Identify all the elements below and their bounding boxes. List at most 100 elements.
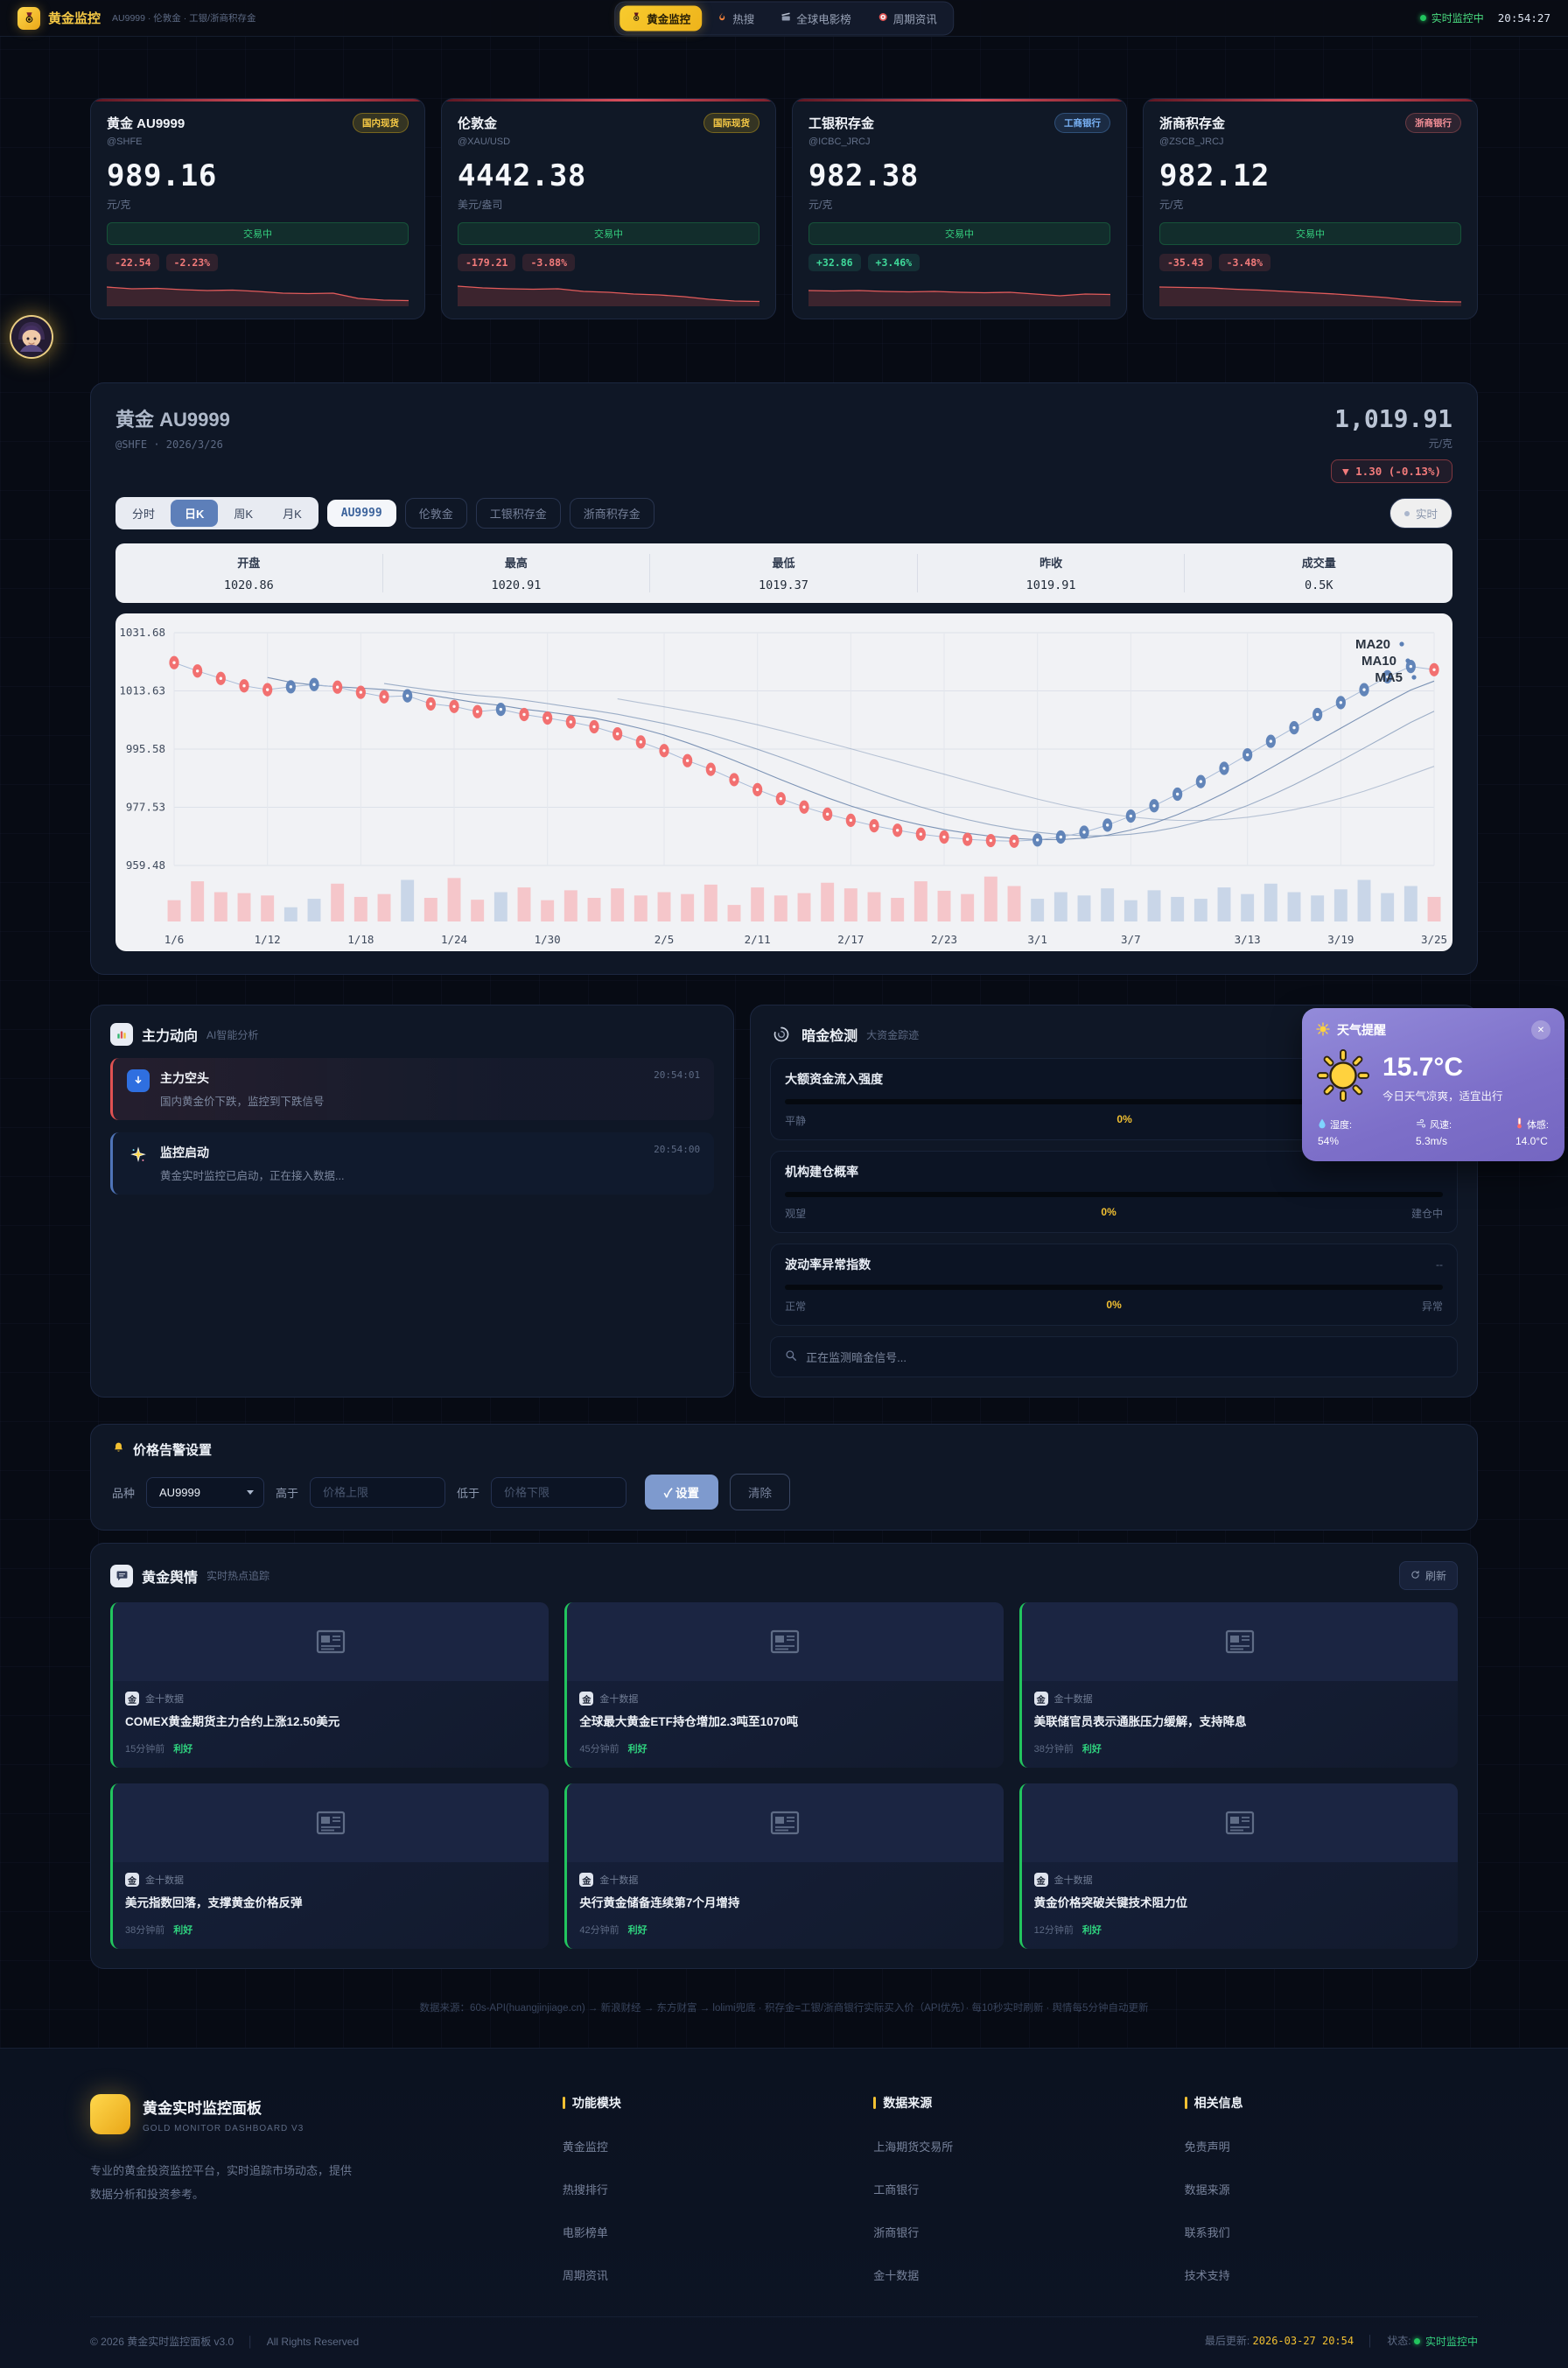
footer-brand-en: GOLD MONITOR DASHBOARD V3 <box>143 2123 304 2133</box>
news-card[interactable]: 金金十数据 美元指数回落，支撑黄金价格反弹 38分钟前 利好 <box>110 1783 550 1949</box>
meter-left-label: 观望 <box>785 1208 807 1220</box>
nav-tab-hot-search[interactable]: 热搜 <box>705 5 766 31</box>
wind-value: 5.3m/s <box>1415 1135 1447 1147</box>
meter-volatility-index: 波动率异常指数 -- 正常 0% 异常 <box>770 1244 1458 1326</box>
news-card[interactable]: 金金十数据 全球最大黄金ETF持仓增加2.3吨至1070吨 45分钟前 利好 <box>564 1602 1004 1768</box>
news-card[interactable]: 金金十数据 央行黄金储备连续第7个月增持 42分钟前 利好 <box>564 1783 1004 1949</box>
source-icon: 金 <box>1033 1873 1048 1887</box>
footer-logo-icon <box>90 2094 130 2134</box>
price-card-au9999[interactable]: 黄金 AU9999 国内现货 @SHFE 989.16 元/克 交易中 -22.… <box>90 98 425 319</box>
sentiment-tag: 利好 <box>173 1925 193 1936</box>
green-dot-icon <box>1419 15 1426 21</box>
news-headline: COMEX黄金期货主力合约上涨12.50美元 <box>125 1715 340 1728</box>
bell-icon <box>112 1441 125 1459</box>
period-tab-minute[interactable]: 分时 <box>118 500 169 527</box>
top-navbar: 黄金监控 AU9999 · 伦敦金 · 工银/浙商积存金 黄金监控 热搜 全球电… <box>0 0 1568 37</box>
stat-value: 1019.37 <box>759 578 808 592</box>
period-tab-daily[interactable]: 日K <box>171 500 219 527</box>
clear-alert-button[interactable]: 清除 <box>730 1474 791 1510</box>
avatar[interactable] <box>10 315 53 359</box>
flame-icon <box>717 11 727 25</box>
card-unit: 元/克 <box>1159 199 1184 211</box>
footer-link[interactable]: 浙商银行 <box>873 2226 920 2239</box>
market-badge: 浙商银行 <box>1405 113 1461 133</box>
live-toggle[interactable]: 实时 <box>1389 498 1452 529</box>
weather-desc: 今日天气凉爽，适宜出行 <box>1382 1089 1503 1103</box>
meter-left-label: 平静 <box>785 1115 807 1127</box>
footer-brand-name: 黄金实时监控面板 <box>143 2099 262 2117</box>
candlestick-chart[interactable]: 959.48 977.53 995.58 1013.63 1031.68 1/6 1/12 1… <box>116 613 1452 951</box>
price-card-icbc-gold[interactable]: 工银积存金 工商银行 @ICBC_JRCJ 982.38 元/克 交易中 +32… <box>792 98 1127 319</box>
sun-icon <box>1316 1021 1330 1039</box>
close-icon[interactable]: ✕ <box>1531 1020 1550 1040</box>
svg-text:3/25: 3/25 <box>1421 933 1447 946</box>
svg-text:1/30: 1/30 <box>535 933 561 946</box>
footer-link[interactable]: 黄金监控 <box>562 2140 608 2154</box>
footer-brand: 黄金实时监控面板 GOLD MONITOR DASHBOARD V3 专业的黄金… <box>90 2094 545 2283</box>
symbol-tab-icbc[interactable]: 工银积存金 <box>475 498 561 529</box>
price-card-london-gold[interactable]: 伦敦金 国际现货 @XAU/USD 4442.38 美元/盎司 交易中 -179… <box>441 98 776 319</box>
price-card-zscb-gold[interactable]: 浙商积存金 浙商银行 @ZSCB_JRCJ 982.12 元/克 交易中 -35… <box>1143 98 1478 319</box>
news-source: 金十数据 <box>599 1875 639 1886</box>
refresh-button[interactable]: 刷新 <box>1398 1561 1458 1590</box>
footer-link[interactable]: 电影榜单 <box>562 2226 608 2239</box>
entry-time: 20:54:01 <box>654 1069 701 1081</box>
navbar-clock: 20:54:27 <box>1497 11 1550 25</box>
card-unit: 元/克 <box>808 199 833 211</box>
humidity-stat: 湿度: 54% <box>1318 1117 1352 1147</box>
variety-select[interactable]: AU9999 <box>146 1476 265 1508</box>
set-alert-button[interactable]: ✓ 设置 <box>645 1475 719 1510</box>
sparkle-icon <box>127 1144 150 1166</box>
svg-text:995.58: 995.58 <box>126 742 165 755</box>
news-source: 金十数据 <box>1054 1875 1093 1886</box>
footer-link[interactable]: 数据来源 <box>1184 2183 1230 2196</box>
entry-title: 主力空头 <box>160 1071 209 1085</box>
trend-entry-bearish[interactable]: 主力空头 国内黄金价下跌，监控到下跌信号 20:54:01 <box>110 1058 714 1120</box>
period-tab-weekly[interactable]: 周K <box>220 500 267 527</box>
session-status: 交易中 <box>1159 222 1461 245</box>
news-title: 黄金舆情 <box>142 1570 199 1586</box>
trend-entry-monitor-start[interactable]: 监控启动 黄金实时监控已启动，正在接入数据... 20:54:00 <box>110 1132 715 1195</box>
news-headline: 美联储官员表示通胀压力缓解，支持降息 <box>1033 1715 1247 1728</box>
news-card[interactable]: 金金十数据 黄金价格突破关键技术阻力位 12分钟前 利好 <box>1018 1783 1458 1949</box>
temperature: 15.7°C <box>1382 1052 1464 1082</box>
card-price: 4442.38 <box>458 158 586 193</box>
symbol-tab-zscb[interactable]: 浙商积存金 <box>569 498 654 529</box>
news-card[interactable]: 金金十数据 COMEX黄金期货主力合约上涨12.50美元 15分钟前 利好 <box>110 1602 550 1768</box>
sentiment-tag: 利好 <box>173 1744 193 1755</box>
meter-left-label: 正常 <box>785 1300 807 1313</box>
meter-track <box>785 1099 1443 1104</box>
panel-title: 主力动向 <box>142 1029 199 1044</box>
footer-link[interactable]: 热搜排行 <box>562 2183 608 2196</box>
session-status: 交易中 <box>808 222 1110 245</box>
period-tabs: 分时 日K 周K 月K <box>116 497 318 529</box>
card-name: 伦敦金 <box>458 116 498 131</box>
nav-tab-gold-monitor[interactable]: 黄金监控 <box>620 5 703 31</box>
footer-link[interactable]: 工商银行 <box>873 2183 920 2196</box>
meter-title: 波动率异常指数 <box>785 1258 872 1272</box>
nav-tab-cycle-news[interactable]: 周期资讯 <box>866 5 948 31</box>
clapperboard-icon <box>780 11 791 25</box>
price-alert-panel: 价格告警设置 品种 AU9999 高于 低于 ✓ 设置 清除 <box>90 1424 1478 1531</box>
alert-title: 价格告警设置 <box>133 1443 213 1458</box>
svg-text:2/23: 2/23 <box>931 933 957 946</box>
svg-text:959.48: 959.48 <box>126 858 165 872</box>
stat-label: 开盘 <box>237 557 261 570</box>
symbol-tab-au9999[interactable]: AU9999 <box>326 500 396 527</box>
copyright: © 2026 黄金实时监控面板 v3.0 <box>90 2335 234 2348</box>
footer-link[interactable]: 上海期货交易所 <box>873 2140 954 2154</box>
card-code: @XAU/USD <box>458 137 511 147</box>
period-tab-monthly[interactable]: 月K <box>269 500 316 527</box>
footer-link[interactable]: 免责声明 <box>1184 2140 1230 2154</box>
news-card[interactable]: 金金十数据 美联储官员表示通胀压力缓解，支持降息 38分钟前 利好 <box>1018 1602 1458 1768</box>
source-icon: 金 <box>579 1692 594 1706</box>
symbol-tab-london[interactable]: 伦敦金 <box>404 498 467 529</box>
card-price: 989.16 <box>107 158 217 193</box>
footer-link[interactable]: 联系我们 <box>1184 2226 1230 2239</box>
lower-price-input[interactable] <box>491 1476 627 1508</box>
card-code: @ZSCB_JRCJ <box>1159 137 1224 147</box>
nav-tab-global-movies[interactable]: 全球电影榜 <box>769 5 863 31</box>
footer-bottom-bar: © 2026 黄金实时监控面板 v3.0 │ All Rights Reserv… <box>90 2316 1478 2368</box>
upper-price-input[interactable] <box>310 1476 446 1508</box>
thermometer-icon <box>1516 1117 1523 1131</box>
